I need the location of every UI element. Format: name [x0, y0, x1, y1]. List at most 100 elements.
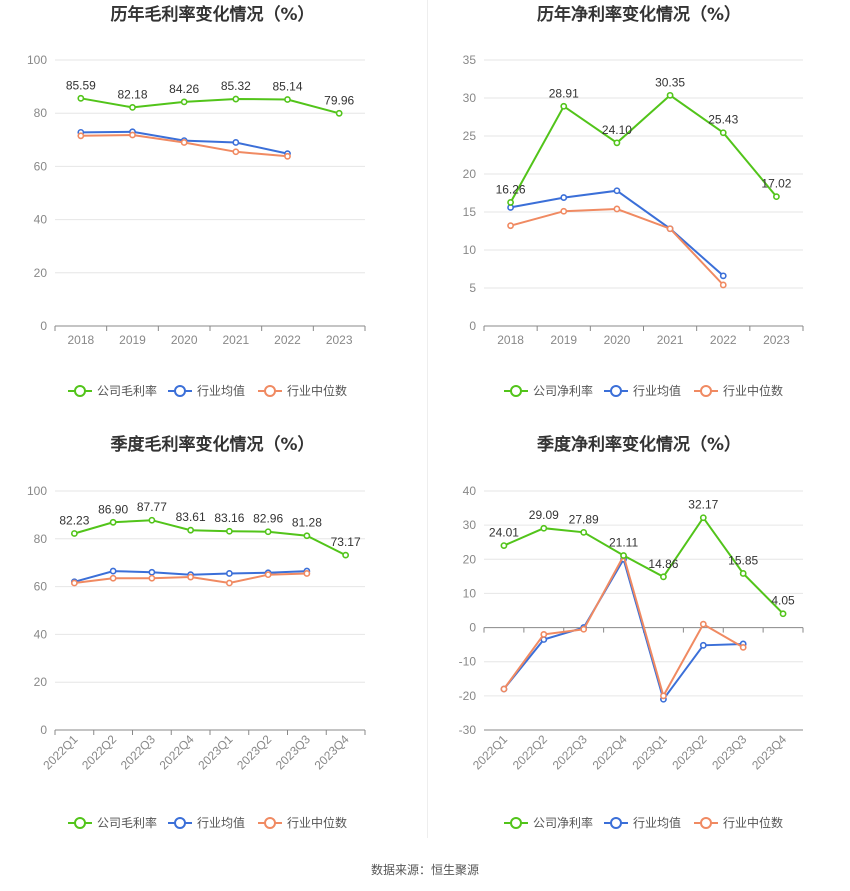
data-point-company: [779, 610, 787, 618]
data-point-company: [284, 96, 291, 103]
y-tick-label: 30: [463, 518, 477, 532]
data-label: 14.86: [648, 557, 678, 571]
legend-item-company: 公司毛利率: [68, 815, 157, 830]
data-label: 86.90: [98, 502, 128, 516]
data-point-company: [560, 102, 568, 110]
y-tick-label: 15: [463, 205, 477, 219]
chart-title: 历年净利率变化情况（%）: [537, 4, 741, 25]
data-point-median: [77, 132, 85, 140]
data-point-company: [773, 193, 780, 201]
series-line-avg: [503, 556, 744, 702]
data-point-company: [719, 129, 727, 137]
data-point-median: [666, 225, 674, 233]
chart-svg: 历年毛利率变化情况（%） 0 20 40 60 80 100 2018 2019 2020 2021…: [27, 4, 366, 398]
data-point-median: [500, 685, 508, 693]
x-tick-label: 2022Q4: [590, 732, 630, 772]
data-label: 32.17: [688, 498, 718, 512]
y-tick-label: -10: [459, 655, 477, 669]
y-tick-label: 40: [34, 213, 48, 227]
data-point-avg: [232, 139, 240, 146]
data-point-company: [342, 551, 350, 559]
data-label: 85.14: [272, 80, 302, 94]
legend-label: 行业均值: [197, 383, 245, 398]
y-tick-label: -20: [459, 689, 477, 703]
x-tick-label: 2022Q3: [550, 732, 590, 772]
data-point-median: [70, 579, 78, 587]
data-point-median: [109, 574, 117, 582]
x-tick-label: 2018: [497, 333, 524, 347]
data-point-company: [580, 528, 588, 536]
series-line-company: [74, 519, 347, 556]
chart-svg: 季度毛利率变化情况（%）0204060801002022Q12022Q22022…: [27, 434, 366, 830]
data-label: 84.26: [169, 82, 199, 96]
legend-label: 行业中位数: [723, 383, 783, 398]
data-point-company: [507, 199, 514, 206]
x-tick-label: 2023Q2: [669, 732, 709, 772]
data-label: 82.18: [117, 87, 147, 101]
y-tick-label: -30: [459, 723, 477, 737]
series-line-median: [503, 553, 744, 699]
x-tick-label: 2023Q4: [312, 732, 352, 772]
y-tick-label: 60: [34, 580, 48, 594]
x-tick-label: 2022Q3: [118, 732, 158, 772]
data-label: 25.43: [708, 113, 738, 127]
y-tick-label: 10: [463, 586, 477, 600]
y-tick-label: 0: [469, 319, 476, 333]
y-tick-label: 0: [469, 621, 476, 635]
annual-net-margin-chart: 历年净利率变化情况（%） 0 5 10 15 20 25 30 35 2018 2019 2020 20…: [428, 0, 850, 410]
chart-title: 季度毛利率变化情况（%）: [110, 434, 314, 455]
data-point-median: [699, 620, 707, 628]
data-point-company: [500, 542, 508, 549]
data-label: 16.26: [496, 182, 526, 196]
legend-label: 行业中位数: [723, 815, 783, 830]
data-label: 73.17: [331, 535, 361, 549]
legend-label: 行业中位数: [287, 383, 347, 398]
data-point-median: [507, 222, 514, 230]
legend-label: 行业均值: [197, 815, 245, 830]
data-label: 24.10: [602, 123, 632, 137]
x-tick-label: 2018: [67, 333, 94, 347]
legend-swatch-marker: [74, 817, 86, 829]
data-point-median: [180, 139, 188, 146]
data-point-company: [148, 516, 156, 524]
x-tick-label: 2023Q1: [629, 732, 669, 772]
legend-label: 行业均值: [633, 383, 681, 398]
series-line-company: [509, 94, 778, 203]
x-tick-label: 2023: [326, 333, 353, 347]
chart-title: 历年毛利率变化情况（%）: [110, 4, 314, 25]
legend-swatch-marker: [510, 817, 522, 829]
data-point-avg: [109, 567, 117, 575]
y-tick-label: 20: [34, 266, 48, 280]
x-tick-label: 2022Q2: [510, 732, 550, 772]
data-point-median: [303, 570, 311, 577]
y-tick-label: 0: [40, 723, 47, 737]
chart-title: 季度净利率变化情况（%）: [537, 434, 741, 455]
data-label: 79.96: [324, 93, 354, 107]
legend-item-median: 行业中位数: [258, 383, 347, 398]
legend-item-company: 公司净利率: [504, 383, 593, 398]
data-point-company: [129, 104, 136, 111]
quarterly-net-margin-chart: 季度净利率变化情况（%） -30 -20 -10 0 10 20 30 40 2022Q1 2022…: [428, 430, 850, 840]
x-tick-label: 2022Q4: [157, 732, 197, 772]
data-label: 87.77: [137, 500, 167, 514]
data-point-median: [719, 281, 727, 289]
data-label: 82.96: [253, 512, 283, 526]
data-point-avg: [613, 187, 621, 195]
legend-swatch-marker: [610, 817, 622, 829]
data-point-company: [739, 570, 747, 577]
x-tick-label: 2022Q1: [40, 732, 80, 772]
legend-item-median: 行业中位数: [694, 815, 783, 830]
data-label: 30.35: [655, 75, 685, 89]
x-tick-label: 2023Q2: [234, 732, 274, 772]
legend-label: 公司净利率: [533, 815, 593, 830]
data-point-median: [613, 205, 621, 213]
y-tick-label: 35: [463, 53, 477, 67]
x-tick-label: 2023Q3: [273, 732, 313, 772]
data-label: 85.32: [221, 79, 251, 93]
panel-divider: [427, 0, 428, 838]
data-label: 82.23: [59, 513, 89, 527]
series-line-company: [80, 97, 340, 115]
data-point-company: [660, 573, 667, 581]
legend-swatch-marker: [264, 817, 276, 829]
